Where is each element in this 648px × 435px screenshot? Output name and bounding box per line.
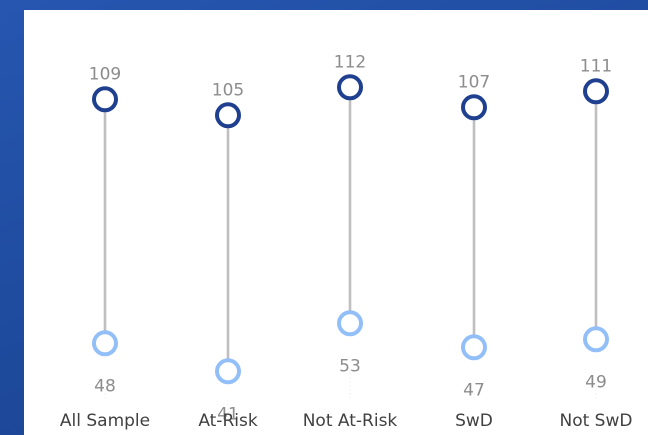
low-value-marker [461, 334, 487, 361]
high-value-marker [461, 94, 487, 121]
low-value-label: 49 [585, 372, 607, 392]
high-value-label: 112 [334, 52, 366, 72]
high-value-label: 105 [212, 80, 244, 100]
high-value-marker [337, 74, 363, 101]
category-label: Not At-Risk [303, 411, 398, 431]
high-value-label: 109 [89, 64, 121, 84]
high-value-label: 111 [580, 56, 612, 76]
high-value-marker [583, 78, 609, 105]
category-label: All Sample [60, 411, 150, 431]
high-value-label: 107 [458, 72, 490, 92]
high-value-marker [215, 102, 241, 129]
high-value-marker [92, 86, 118, 113]
chart-panel [24, 10, 648, 435]
category-label: At-Risk [198, 411, 258, 431]
low-value-marker [337, 310, 363, 337]
low-value-label: 41 [217, 404, 239, 424]
low-value-label: 48 [94, 376, 116, 396]
low-value-marker [215, 358, 241, 385]
low-value-label: 47 [463, 380, 485, 400]
category-label: Not SwD [560, 411, 633, 431]
category-label: SwD [455, 411, 493, 431]
low-value-label: 53 [339, 356, 361, 376]
low-value-marker [583, 326, 609, 353]
low-value-marker [92, 330, 118, 357]
